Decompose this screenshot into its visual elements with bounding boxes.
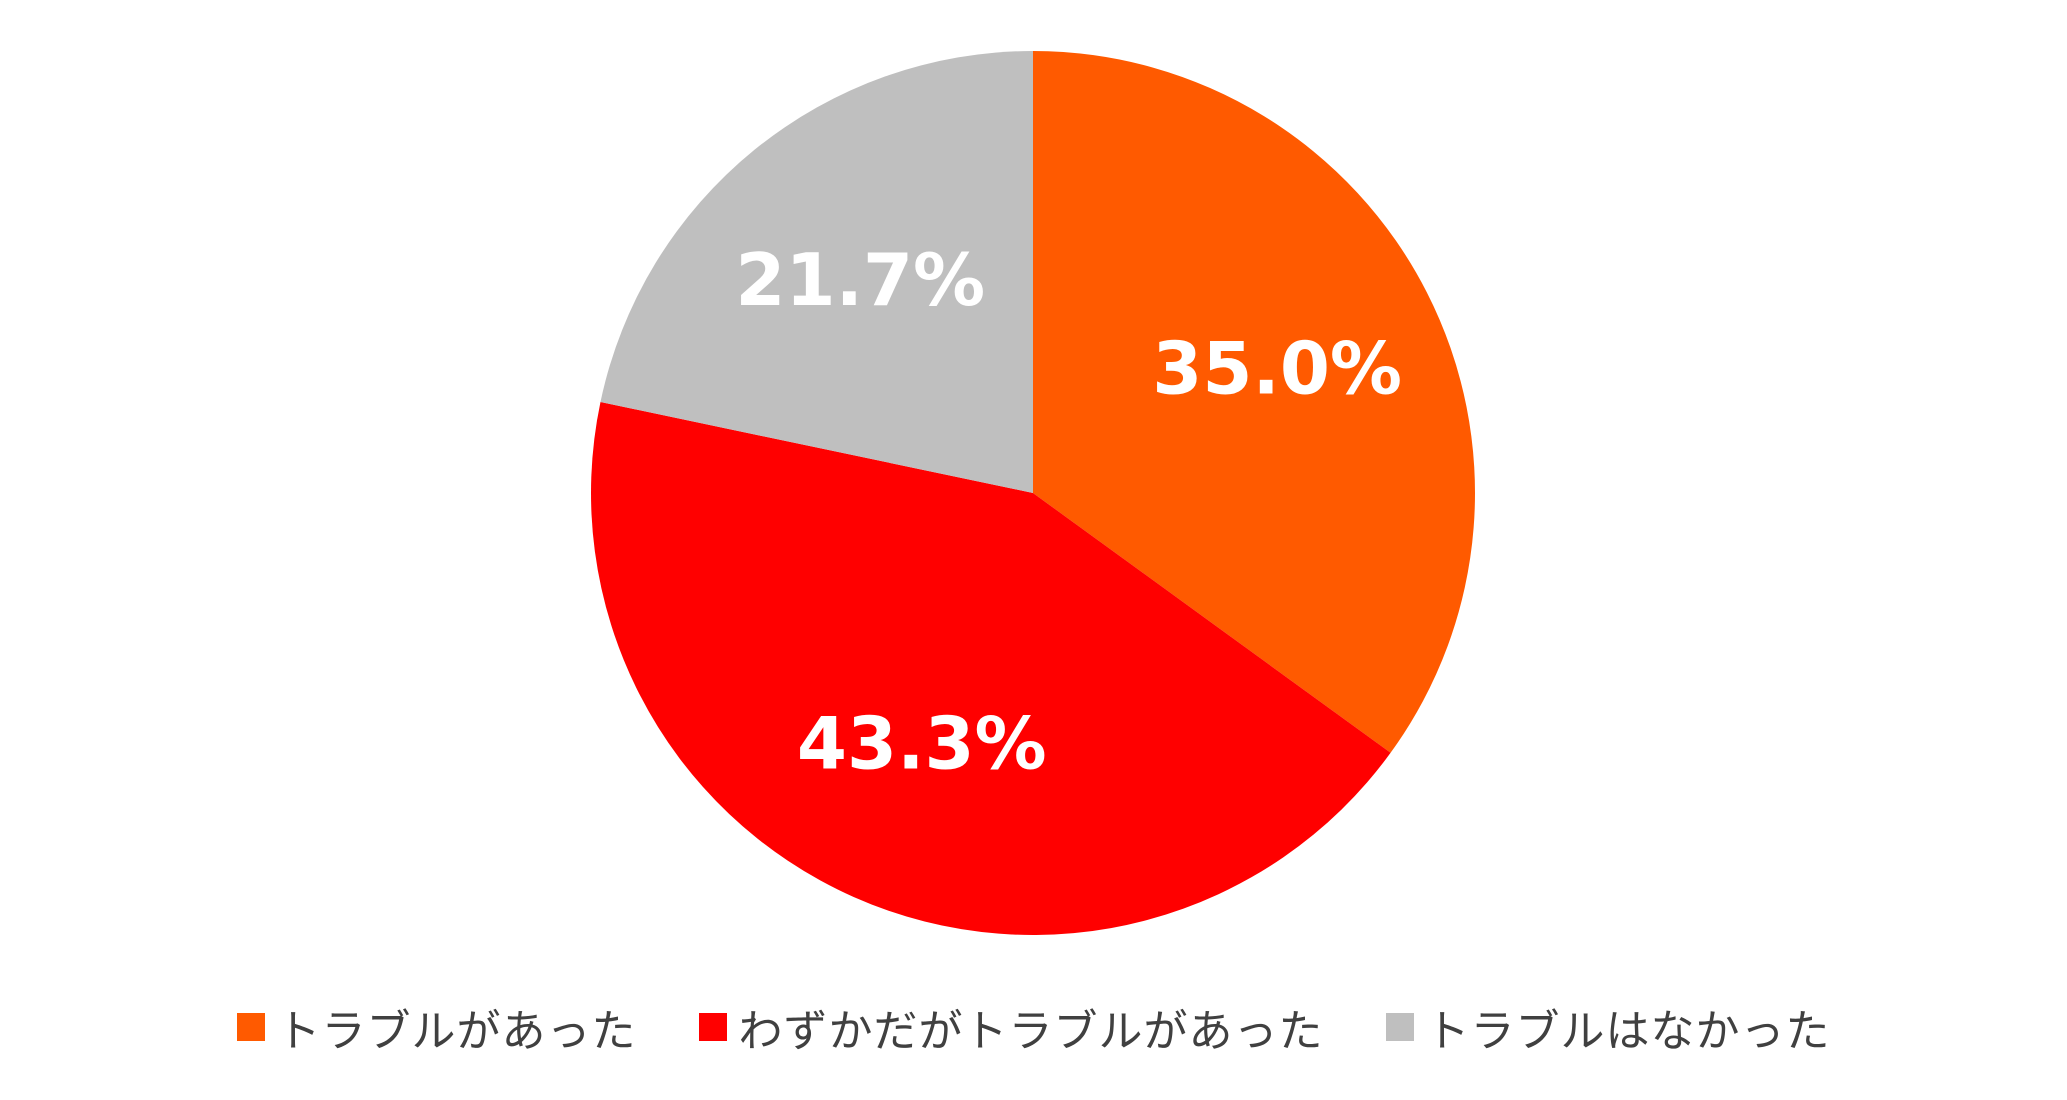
pie-data-labels: 35.0% 43.3% 21.7%	[735, 238, 1402, 785]
pie-slice-2	[591, 402, 1391, 936]
pie-data-label-2: 43.3%	[797, 701, 1047, 785]
pie-slice-1	[1033, 51, 1476, 753]
legend: トラブルがあった わずかだがトラブルがあった トラブルはなかった	[0, 992, 2067, 1062]
legend-label: トラブルはなかった	[1425, 1006, 1831, 1057]
legend-label: トラブルがあった	[276, 1006, 637, 1057]
legend-swatch	[698, 1013, 727, 1041]
legend-item-3: トラブルはなかった	[1385, 995, 1831, 1059]
legend-label: わずかだがトラブルがあった	[738, 1006, 1324, 1057]
legend-item-2: わずかだがトラブルがあった	[698, 995, 1324, 1059]
legend-swatch	[1385, 1013, 1414, 1041]
legend-item-1: トラブルがあった	[236, 995, 637, 1059]
legend-swatch	[236, 1013, 265, 1041]
pie-slices	[591, 51, 1476, 936]
pie-data-label-1: 35.0%	[1152, 327, 1402, 411]
pie-slice-3	[600, 51, 1033, 493]
pie-data-label-3: 21.7%	[735, 238, 985, 322]
